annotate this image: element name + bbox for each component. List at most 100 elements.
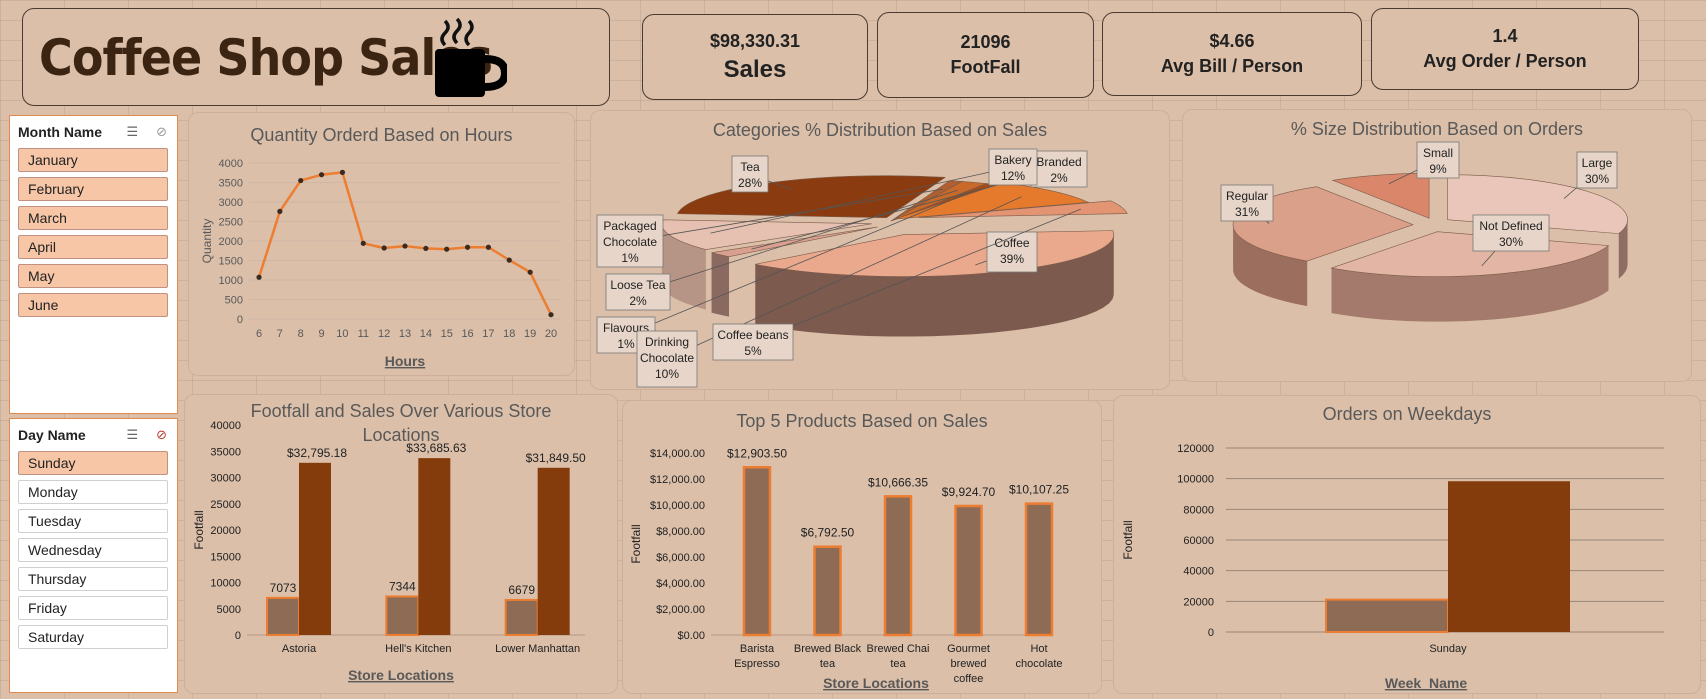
x-axis-label: Store Locations bbox=[823, 675, 929, 691]
y-tick-label: 10000 bbox=[210, 578, 241, 590]
y-tick-label: 2000 bbox=[219, 236, 243, 248]
multi-select-icon[interactable]: ☰ bbox=[126, 427, 139, 442]
y-tick-label: $10,000.00 bbox=[650, 500, 705, 512]
bar bbox=[742, 466, 772, 637]
callout-box bbox=[988, 148, 1038, 186]
slicer-item-monday[interactable]: Monday bbox=[18, 480, 168, 504]
stores-bar-chart: 0 5000 10000 15000 20000 25000 30000 35000 40000… bbox=[192, 420, 586, 683]
clear-filter-icon[interactable]: ⊘ bbox=[156, 124, 167, 139]
y-tick-label: 35000 bbox=[210, 446, 241, 458]
callout-leader bbox=[710, 166, 1014, 234]
sizes-chart-panel: % Size Distribution Based on Orders Larg… bbox=[1182, 109, 1692, 382]
weekdays-bar-chart: 0 20000 40000 60000 80000 100000 120000 Sunday F… bbox=[1121, 443, 1664, 691]
slice-percent-label: 28% bbox=[738, 176, 762, 190]
data-point bbox=[360, 240, 366, 246]
slicer-item-saturday[interactable]: Saturday bbox=[18, 625, 168, 649]
slice-label: Small bbox=[1423, 146, 1453, 160]
bar-data-label: $12,903.50 bbox=[727, 446, 787, 460]
callout-box bbox=[1472, 214, 1550, 252]
x-tick-label: 12 bbox=[378, 328, 390, 340]
x-tick-label: 15 bbox=[441, 328, 453, 340]
kpi-avg-bill-label: Avg Bill / Person bbox=[1160, 56, 1304, 76]
slice-percent-label: 39% bbox=[1000, 252, 1024, 266]
slicer-item-thursday[interactable]: Thursday bbox=[18, 567, 168, 591]
slice-percent-label: 1% bbox=[617, 337, 635, 351]
slicer-item-friday[interactable]: Friday bbox=[18, 596, 168, 620]
slice-label: Packaged bbox=[603, 219, 656, 233]
slicer-item-wednesday[interactable]: Wednesday bbox=[18, 538, 168, 562]
slicer-item-april[interactable]: April bbox=[18, 235, 168, 259]
month-slicer[interactable]: Month Name ☰ ⊘ January February March April… bbox=[9, 115, 178, 414]
slice-label: Coffee beans bbox=[717, 328, 788, 342]
callout-leader bbox=[629, 188, 943, 242]
coffee-cup-icon bbox=[435, 17, 507, 97]
slice-percent-label: 5% bbox=[744, 344, 762, 358]
y-tick-label: 2500 bbox=[219, 217, 243, 229]
x-tick-label: coffee bbox=[954, 673, 984, 685]
weekdays-chart-panel: Orders on Weekdays 0 20000 40000 60000 80000… bbox=[1113, 395, 1701, 694]
slicer-item-march[interactable]: March bbox=[18, 206, 168, 230]
slice-percent-label: 30% bbox=[1499, 235, 1523, 249]
callout-box bbox=[636, 330, 698, 388]
bar bbox=[1325, 598, 1449, 633]
x-tick-label: 11 bbox=[358, 328, 369, 340]
bar bbox=[883, 495, 913, 637]
slice-percent-label: 2% bbox=[629, 294, 647, 308]
x-tick-label: 9 bbox=[319, 328, 325, 340]
x-tick-label: Astoria bbox=[282, 643, 317, 655]
x-tick-label: 7 bbox=[277, 328, 283, 340]
hours-chart-panel: Quantity Orderd Based on Hours 0 500 1000 1… bbox=[188, 112, 575, 376]
slice-label: Loose Tea bbox=[610, 278, 665, 292]
slicer-item-sunday[interactable]: Sunday bbox=[18, 451, 168, 475]
data-point bbox=[485, 244, 492, 250]
hours-line-chart: 0 500 1000 1500 2000 2500 3000 3500 4000 6 7 8 9 10 11… bbox=[200, 158, 561, 369]
x-tick-label: 13 bbox=[399, 328, 411, 340]
pie-slice-tea bbox=[676, 175, 946, 218]
bar-data-label: $33,685.63 bbox=[406, 441, 466, 455]
y-tick-label: 1000 bbox=[219, 275, 243, 287]
slicer-item-february[interactable]: February bbox=[18, 177, 168, 201]
dashboard-title: Coffee Shop Sales bbox=[39, 29, 493, 87]
products-chart-panel: Top 5 Products Based on Sales $0.00 $2,00… bbox=[622, 400, 1102, 694]
pie-slice-side bbox=[1233, 223, 1308, 307]
slicer-item-tuesday[interactable]: Tuesday bbox=[18, 509, 168, 533]
data-point bbox=[318, 172, 325, 178]
bar bbox=[299, 462, 331, 635]
callout-leader bbox=[752, 208, 1081, 343]
x-tick-label: brewed bbox=[950, 658, 986, 670]
y-tick-label: 3500 bbox=[219, 178, 243, 190]
y-tick-label: 1500 bbox=[219, 256, 243, 268]
multi-select-icon[interactable]: ☰ bbox=[126, 124, 139, 139]
pie-slice-side bbox=[755, 234, 1114, 337]
x-tick-label: 19 bbox=[524, 328, 536, 340]
slicer-item-may[interactable]: May bbox=[18, 264, 168, 288]
y-axis-label: Footfall bbox=[629, 524, 643, 563]
clear-filter-icon[interactable]: ⊘ bbox=[156, 427, 167, 442]
data-point bbox=[402, 243, 408, 249]
bar bbox=[537, 467, 570, 635]
day-slicer[interactable]: Day Name ☰ ⊘ Sunday Monday Tuesday Wednesda… bbox=[9, 418, 178, 693]
slicer-item-january[interactable]: January bbox=[18, 148, 168, 172]
callout-box bbox=[605, 273, 671, 311]
bar-data-label: $10,107.25 bbox=[1009, 483, 1069, 497]
x-tick-label: Barista bbox=[740, 643, 775, 655]
x-tick-label: chocolate bbox=[1015, 658, 1062, 670]
x-tick-label: 14 bbox=[420, 328, 432, 340]
x-tick-label: Brewed Chai bbox=[867, 643, 930, 655]
slice-percent-label: 9% bbox=[1429, 162, 1447, 176]
kpi-avg-order-value: 1.4 bbox=[1492, 26, 1518, 46]
y-tick-label: 5000 bbox=[217, 604, 241, 616]
y-tick-label: 25000 bbox=[210, 499, 241, 511]
x-tick-label: 16 bbox=[461, 328, 473, 340]
bar-data-label: $9,924.70 bbox=[942, 485, 996, 499]
callout-box bbox=[596, 214, 664, 268]
x-axis-label: Hours bbox=[385, 353, 426, 369]
bar-data-label: 6679 bbox=[508, 583, 535, 597]
y-tick-label: 0 bbox=[1208, 627, 1214, 639]
x-tick-label: Brewed Black bbox=[794, 643, 862, 655]
y-tick-label: 500 bbox=[225, 295, 243, 307]
data-point bbox=[506, 257, 512, 263]
slicer-item-june[interactable]: June bbox=[18, 293, 168, 317]
x-tick-label: Sunday bbox=[1429, 643, 1467, 655]
products-bar-chart: $0.00 $2,000.00 $4,000.00 $6,000.00 $8,000.0… bbox=[629, 446, 1069, 691]
